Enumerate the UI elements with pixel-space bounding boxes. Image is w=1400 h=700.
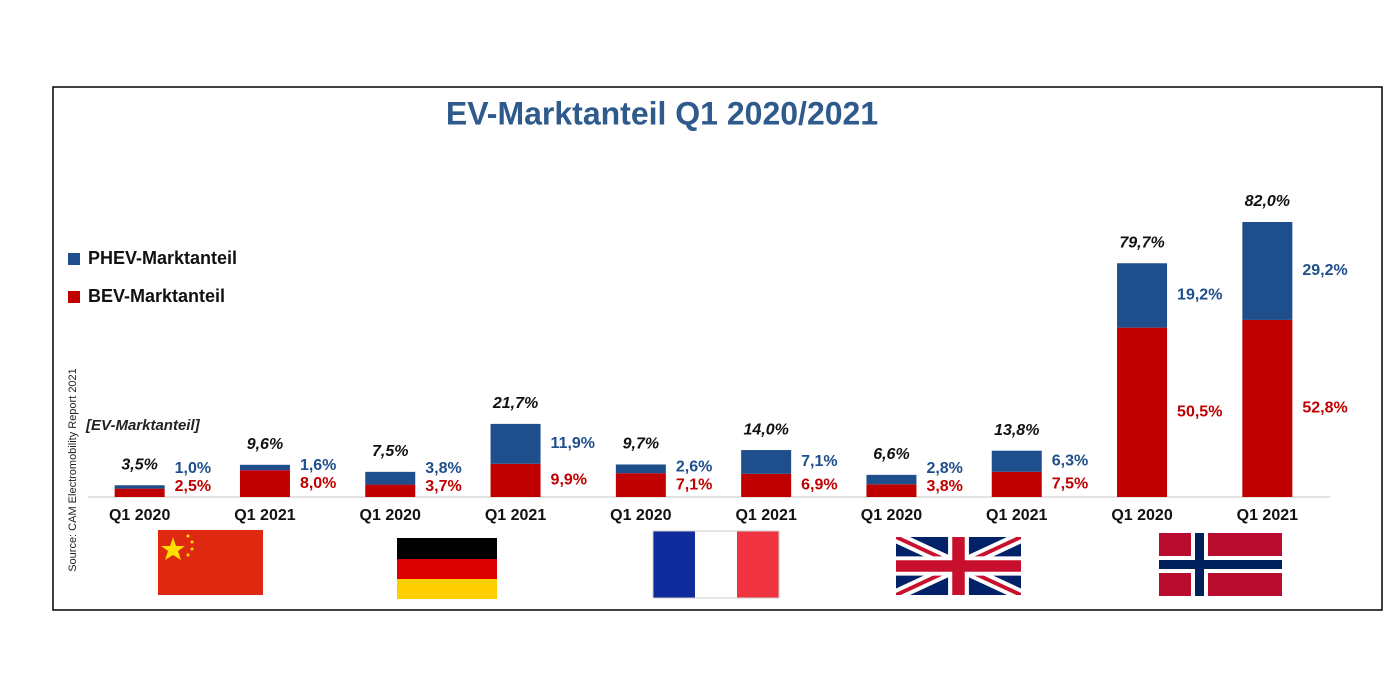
source: Source: CAM Electromobility Report 2021 [67,368,79,572]
value-label: 3,7% [425,478,461,495]
flag-germany [397,538,497,599]
bar-segment [615,473,666,497]
value-label: 29,2% [1302,262,1347,279]
x-tick-label: Q1 2020 [360,507,421,524]
total-label: 6,6% [873,446,909,463]
legend-label: PHEV-Marktanteil [88,248,237,268]
value-label: 9,9% [551,472,587,489]
value-label: 6,9% [801,477,837,494]
bar-segment [1117,327,1168,497]
total-label: 7,5% [372,443,408,460]
value-label: 1,6% [300,457,336,474]
bar-segment [365,484,416,497]
flag-china [158,530,263,595]
x-tick-label: Q1 2021 [735,507,796,524]
total-label: 9,6% [247,436,283,453]
value-label: 7,5% [1052,476,1088,493]
bar-segment [866,484,917,497]
x-tick-label: Q1 2021 [1237,507,1298,524]
bar-segment [1242,222,1293,320]
value-label: 11,9% [551,435,595,452]
chart-title: EV-Marktanteil Q1 2020/2021 [446,95,878,131]
x-tick-label: Q1 2020 [861,507,922,524]
flag-norway [1159,533,1282,596]
value-label: 1,0% [175,460,211,477]
legend-swatch [68,253,80,265]
bar-segment [741,450,792,474]
value-label: 50,5% [1177,404,1222,421]
bar-segment [114,488,165,497]
bar-segment [239,464,290,471]
annotation: [EV-Marktanteil] [85,417,201,434]
total-label: 3,5% [121,456,157,473]
bar-segment [866,474,917,485]
x-tick-label: Q1 2020 [610,507,671,524]
x-tick-label: Q1 2020 [1111,507,1172,524]
value-label: 3,8% [425,460,461,477]
total-label: 14,0% [743,421,788,438]
bar-segment [1117,263,1168,328]
bar-segment [239,470,290,497]
bar-segment [991,450,1042,472]
total-label: 79,7% [1119,234,1164,251]
legend-swatch [68,291,80,303]
bar-segment [490,423,541,464]
bar-segment [1242,319,1293,497]
frame [52,86,1383,611]
total-label: 9,7% [623,436,659,453]
bar-segment [490,463,541,497]
value-label: 7,1% [676,476,712,493]
total-label: 13,8% [994,422,1039,439]
value-label: 7,1% [801,453,837,470]
value-label: 6,3% [1052,453,1088,470]
bar-segment [365,471,416,485]
value-label: 8,0% [300,475,336,492]
legend-label: BEV-Marktanteil [88,286,225,306]
flag-france [652,530,780,599]
x-tick-label: Q1 2021 [485,507,546,524]
total-label: 21,7% [492,395,538,412]
value-label: 19,2% [1177,287,1222,304]
bar-segment [741,473,792,497]
total-label: 82,0% [1245,193,1290,210]
value-label: 2,6% [676,458,712,475]
value-label: 2,5% [175,478,211,495]
value-label: 2,8% [926,460,962,477]
x-tick-label: Q1 2020 [109,507,170,524]
value-label: 3,8% [926,478,962,495]
value-label: 52,8% [1302,400,1347,417]
x-tick-label: Q1 2021 [234,507,295,524]
x-tick-label: Q1 2021 [986,507,1047,524]
flag-uk [896,537,1021,595]
bar-segment [114,485,165,489]
bar-segment [615,464,666,474]
bar-segment [991,471,1042,497]
